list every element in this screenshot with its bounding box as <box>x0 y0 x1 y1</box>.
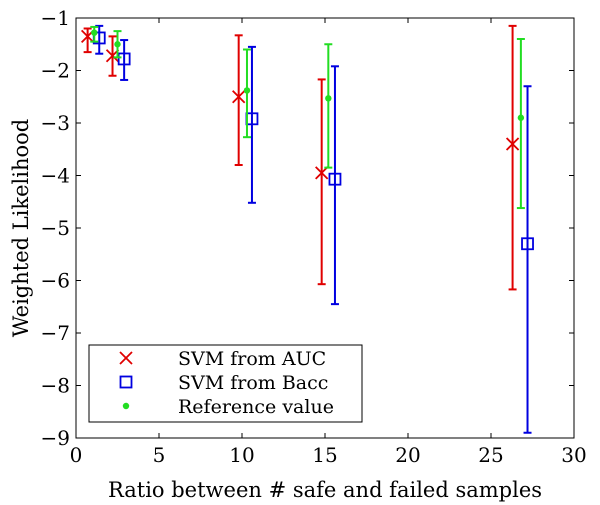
y-tick-label: −7 <box>41 321 70 345</box>
axis-ticks: 0 5 10 15 20 25 30 −1 −2 −3 −4 −5 −6 −7 −8 −9 <box>41 6 587 467</box>
x-tick-label: 5 <box>153 443 166 467</box>
y-tick-label: −6 <box>41 269 70 293</box>
data-point <box>505 137 520 151</box>
y-tick-label: −5 <box>41 216 70 240</box>
data-point <box>232 90 246 104</box>
y-tick-label: −4 <box>41 164 70 188</box>
legend-marker <box>119 351 133 365</box>
data-marks <box>80 24 534 434</box>
legend-label: Reference value <box>178 396 334 418</box>
legend-label: SVM from Bacc <box>178 372 328 394</box>
x-tick-label: 20 <box>395 443 420 467</box>
data-point <box>114 41 121 48</box>
x-tick-label: 30 <box>561 443 586 467</box>
legend-box <box>88 344 363 423</box>
series-dot <box>90 25 525 210</box>
x-tick-label: 15 <box>312 443 337 467</box>
y-tick-label: −2 <box>41 59 70 83</box>
x-tick-label: 0 <box>70 443 83 467</box>
x-tick-label: 10 <box>229 443 254 467</box>
data-point-stroke-b <box>232 90 246 104</box>
data-point <box>315 166 329 180</box>
data-point <box>517 114 525 121</box>
x-axis-label: Ratio between # safe and failed samples <box>108 478 542 502</box>
y-tick-label: −9 <box>41 426 70 450</box>
y-axis-label: Weighted Likelihood <box>9 119 33 337</box>
data-point <box>91 29 98 36</box>
legend-label: SVM from AUC <box>178 348 326 370</box>
y-tick-label: −1 <box>41 6 70 30</box>
data-point <box>117 52 131 66</box>
data-point-stroke-b <box>505 137 520 151</box>
data-point-stroke-b <box>315 166 329 180</box>
y-tick-label: −8 <box>41 374 70 398</box>
legend-marker <box>122 402 130 410</box>
legend-marker-stroke-b <box>119 351 133 365</box>
legend-marker <box>119 375 133 389</box>
x-tick-label: 25 <box>478 443 503 467</box>
data-point <box>243 87 251 94</box>
series-x <box>80 24 520 291</box>
data-point <box>521 237 534 251</box>
data-point <box>328 172 342 186</box>
data-point <box>325 95 332 102</box>
y-tick-label: −3 <box>41 111 70 135</box>
series-square <box>92 24 534 434</box>
